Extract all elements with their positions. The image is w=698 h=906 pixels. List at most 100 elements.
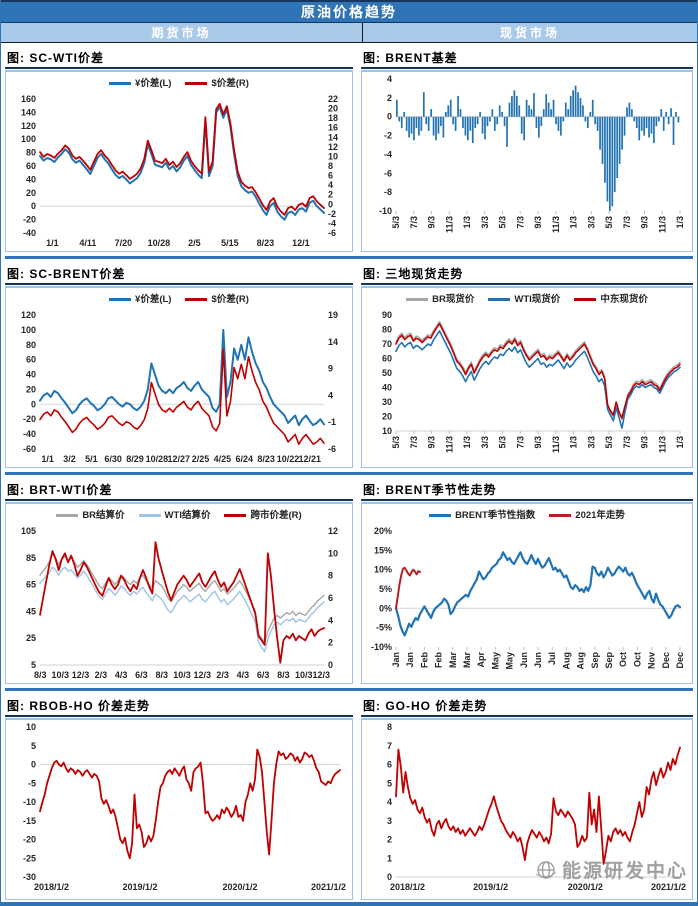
legend-line-swatch xyxy=(109,297,132,301)
svg-text:80: 80 xyxy=(26,148,36,158)
legend-item: ¥价差(L) xyxy=(109,291,171,305)
chart-rbob-ho-spread: 10 5 0 -5 -10 -15 -20 -25 -30 2018/1/2 2019/1/2 202… xyxy=(5,718,353,900)
spot-market-header: 现货市场 xyxy=(499,26,560,40)
svg-text:140: 140 xyxy=(21,107,36,117)
svg-text:12/3: 12/3 xyxy=(72,670,90,680)
svg-text:5: 5 xyxy=(387,778,392,788)
svg-text:4: 4 xyxy=(387,797,392,807)
svg-text:60: 60 xyxy=(26,161,36,171)
svg-text:11/3: 11/3 xyxy=(551,436,561,453)
legend-line-swatch xyxy=(488,297,511,301)
svg-text:20: 20 xyxy=(382,412,392,422)
svg-text:-2: -2 xyxy=(384,131,392,141)
svg-text:-60: -60 xyxy=(23,444,36,454)
svg-text:1/3: 1/3 xyxy=(462,216,472,229)
svg-text:1/3: 1/3 xyxy=(569,216,579,229)
svg-text:65: 65 xyxy=(26,580,36,590)
svg-text:2/3: 2/3 xyxy=(95,670,108,680)
svg-text:-5%: -5% xyxy=(376,623,392,633)
legend-item: $价差(R) xyxy=(185,291,249,305)
svg-text:2020/1/2: 2020/1/2 xyxy=(568,882,603,892)
svg-text:8: 8 xyxy=(328,161,333,171)
legend-line-swatch xyxy=(56,513,79,517)
futures-market-header: 期货市场 xyxy=(1,23,363,42)
svg-text:1/3: 1/3 xyxy=(675,216,685,229)
legend-line-swatch xyxy=(574,297,597,301)
svg-text:-8: -8 xyxy=(384,187,392,197)
svg-text:0: 0 xyxy=(387,112,392,122)
panel-sc-wti-spread: 图: SC-WTI价差 ¥价差(L) $价差(R) 160 140 120 100 80 60… xyxy=(5,45,353,252)
panel-sc-brent-spread: 图: SC-BRENT价差 ¥价差(L) $价差(R) 120 100 80 60 40 20… xyxy=(5,261,353,468)
svg-text:7/3: 7/3 xyxy=(622,436,632,449)
svg-text:10/3: 10/3 xyxy=(52,670,70,680)
svg-text:0: 0 xyxy=(31,201,36,211)
svg-text:12/3: 12/3 xyxy=(194,670,212,680)
legend-item: BR现货价 xyxy=(406,291,474,305)
page-title: 原油价格趋势 xyxy=(301,4,397,20)
svg-text:100: 100 xyxy=(21,134,36,144)
svg-text:10: 10 xyxy=(328,151,338,161)
svg-text:Oct: Oct xyxy=(632,652,642,667)
svg-text:2: 2 xyxy=(328,638,333,648)
svg-text:4: 4 xyxy=(328,180,333,190)
chart-sc-brent-spread: ¥价差(L) $价差(R) 120 100 80 60 40 20 0 -20 -40 -60 19 14… xyxy=(5,286,353,468)
svg-text:2: 2 xyxy=(328,190,333,200)
svg-text:12/27: 12/27 xyxy=(167,454,190,464)
chart-legend: ¥价差(L) $价差(R) xyxy=(6,288,352,308)
svg-text:Jun: Jun xyxy=(519,652,529,668)
svg-text:5/15: 5/15 xyxy=(221,238,239,248)
svg-text:8/3: 8/3 xyxy=(155,670,168,680)
svg-text:0: 0 xyxy=(387,872,392,882)
svg-text:100: 100 xyxy=(21,325,36,335)
legend-line-swatch xyxy=(138,513,161,517)
svg-text:2020/1/2: 2020/1/2 xyxy=(222,882,257,892)
svg-text:80: 80 xyxy=(26,340,36,350)
svg-text:-5: -5 xyxy=(28,778,36,788)
svg-text:Mar: Mar xyxy=(462,652,472,669)
svg-text:7/3: 7/3 xyxy=(409,436,419,449)
svg-text:11/3: 11/3 xyxy=(444,436,454,453)
legend-line-swatch xyxy=(224,513,247,517)
svg-text:20: 20 xyxy=(328,104,338,114)
legend-item: WTI现货价 xyxy=(488,291,560,305)
svg-text:4: 4 xyxy=(328,615,333,625)
svg-text:Jun: Jun xyxy=(533,652,543,668)
chart-legend: BR结算价 WTI结算价 跨市价差(R) xyxy=(6,504,352,524)
legend-item: BR结算价 xyxy=(56,507,125,521)
panel-three-region-spot: 图: 三地现货走势 BR现货价 WTI现货价 中东现货价 90 80 70 60 50 40 30… xyxy=(361,261,693,468)
svg-text:Mar: Mar xyxy=(448,652,458,669)
svg-text:45: 45 xyxy=(26,606,36,616)
svg-text:8/29: 8/29 xyxy=(126,454,144,464)
svg-text:20: 20 xyxy=(26,384,36,394)
svg-text:20: 20 xyxy=(26,188,36,198)
legend-line-swatch xyxy=(109,81,132,85)
svg-text:20%: 20% xyxy=(374,526,392,536)
svg-text:10%: 10% xyxy=(374,565,392,575)
svg-text:8: 8 xyxy=(328,571,333,581)
svg-text:12/21: 12/21 xyxy=(299,454,322,464)
svg-text:22: 22 xyxy=(328,94,338,104)
legend-line-swatch xyxy=(185,297,208,301)
chart-plot: 420-2-4-6-8-105/3 7/3 9/3 11/3 1/3 3/3 5/3 7/3 9… xyxy=(379,74,685,233)
svg-text:11/3: 11/3 xyxy=(551,216,561,233)
svg-text:Oct: Oct xyxy=(618,652,628,667)
legend-line-swatch xyxy=(185,81,208,85)
svg-text:3/2: 3/2 xyxy=(63,454,76,464)
svg-text:-25: -25 xyxy=(23,853,36,863)
svg-text:10/28: 10/28 xyxy=(146,454,169,464)
svg-text:May: May xyxy=(490,652,500,670)
chart-three-region-spot: BR现货价 WTI现货价 中东现货价 90 80 70 60 50 40 30 20 10 5/3 7/3… xyxy=(361,286,693,468)
svg-text:Aug: Aug xyxy=(561,652,571,670)
svg-text:6/24: 6/24 xyxy=(235,454,253,464)
svg-text:7/20: 7/20 xyxy=(115,238,133,248)
market-header-row: 期货市场 现货市场 xyxy=(1,23,697,43)
panel-brent-basis: 图: BRENT基差 4 2 0 -2 -4 -6 -8 -10 5/3 7/3 9/3 11/3 1/… xyxy=(361,45,693,252)
svg-text:-20: -20 xyxy=(23,835,36,845)
svg-text:5: 5 xyxy=(31,741,36,751)
svg-text:2/5: 2/5 xyxy=(188,238,201,248)
svg-text:Dec: Dec xyxy=(661,652,671,669)
svg-text:Jul: Jul xyxy=(547,652,557,665)
svg-text:11/3: 11/3 xyxy=(657,216,667,233)
panel-brt-wti-spread: 图: BRT-WTI价差 BR结算价 WTI结算价 跨市价差(R) 105 85 65 45… xyxy=(5,477,353,684)
